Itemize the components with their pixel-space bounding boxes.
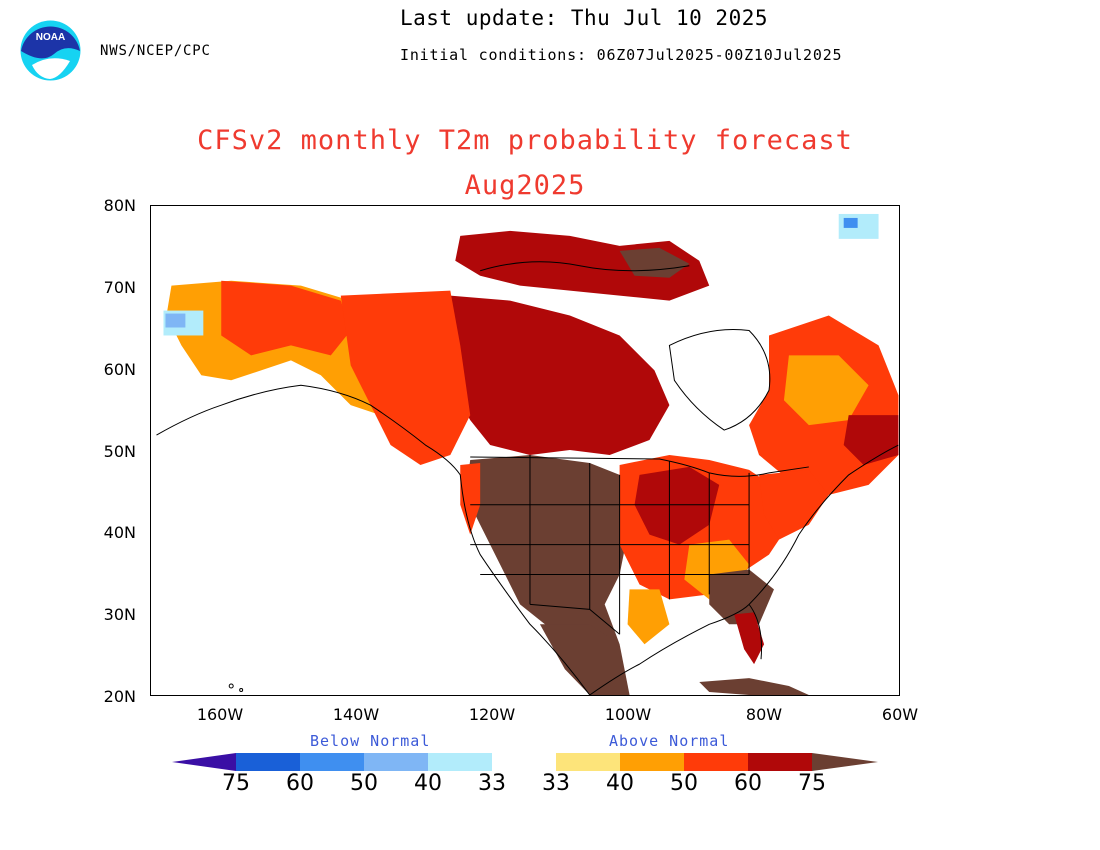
legend-value-below-75: 75 bbox=[222, 771, 250, 796]
map-region-brown-southeast-us bbox=[709, 569, 774, 625]
map-region-dark-red-central-us bbox=[634, 466, 720, 545]
lat-label-30n: 30N bbox=[103, 605, 136, 624]
legend-swatch-near-normal bbox=[492, 753, 556, 771]
lon-label-60w: 60W bbox=[881, 705, 919, 724]
legend-swatch-below-50 bbox=[300, 753, 364, 771]
lon-label-100w: 100W bbox=[604, 705, 652, 724]
legend-swatch-below-33 bbox=[428, 753, 492, 771]
map-region-blue-alaska bbox=[165, 313, 186, 328]
legend-swatch-above-75 bbox=[812, 753, 878, 771]
legend-swatch-below-60 bbox=[236, 753, 300, 771]
lat-label-70n: 70N bbox=[103, 278, 136, 297]
forecast-map-canvas bbox=[156, 213, 899, 695]
forecast-map bbox=[150, 205, 900, 696]
legend-value-above-33: 33 bbox=[542, 771, 570, 796]
legend-swatch-above-40 bbox=[620, 753, 684, 771]
legend-value-below-50: 50 bbox=[350, 771, 378, 796]
coastlines bbox=[156, 261, 899, 695]
legend-value-below-60: 60 bbox=[286, 771, 314, 796]
map-region-blue-ne bbox=[843, 217, 858, 228]
legend-above-normal-label: Above Normal bbox=[609, 732, 730, 750]
map-region-dark-red bbox=[430, 295, 670, 455]
legend-colorbar bbox=[172, 753, 878, 771]
legend-value-below-40: 40 bbox=[414, 771, 442, 796]
map-region-gulf-orange bbox=[627, 589, 670, 645]
initial-conditions-text: Initial conditions: 06Z07Jul2025-00Z10Ju… bbox=[400, 46, 843, 64]
lon-label-120w: 120W bbox=[468, 705, 516, 724]
noaa-logo-icon: NOAA bbox=[20, 20, 81, 81]
legend-value-above-75: 75 bbox=[798, 771, 826, 796]
lat-label-20n: 20N bbox=[103, 687, 136, 706]
chart-subtitle-month: Aug2025 bbox=[464, 170, 586, 201]
map-region-red-alaska bbox=[221, 280, 351, 356]
lon-label-140w: 140W bbox=[332, 705, 380, 724]
legend-value-above-40: 40 bbox=[606, 771, 634, 796]
lat-label-60n: 60N bbox=[103, 360, 136, 379]
legend-value-above-60: 60 bbox=[734, 771, 762, 796]
lon-label-80w: 80W bbox=[745, 705, 783, 724]
map-region-brown-mexico bbox=[539, 624, 630, 695]
chart-title: CFSv2 monthly T2m probability forecast bbox=[197, 125, 853, 156]
lat-label-80n: 80N bbox=[103, 196, 136, 215]
lat-label-40n: 40N bbox=[103, 523, 136, 542]
agency-label: NWS/NCEP/CPC bbox=[100, 43, 211, 59]
legend-swatch-below-40 bbox=[364, 753, 428, 771]
legend-swatch-above-33 bbox=[556, 753, 620, 771]
map-region-cuba bbox=[699, 678, 809, 695]
legend-swatch-above-60 bbox=[748, 753, 812, 771]
map-island-hawaii-2 bbox=[239, 688, 244, 693]
map-region-orange-east-canada bbox=[783, 355, 869, 426]
political-borders bbox=[470, 454, 809, 635]
legend-value-below-33: 33 bbox=[478, 771, 506, 796]
legend-below-normal-label: Below Normal bbox=[310, 732, 431, 750]
map-region-red-canada-west bbox=[340, 290, 471, 465]
lat-label-50n: 50N bbox=[103, 442, 136, 461]
legend-swatch-below-75 bbox=[172, 753, 236, 771]
svg-text:NOAA: NOAA bbox=[36, 32, 65, 43]
legend-swatch-above-50 bbox=[684, 753, 748, 771]
noaa-logo: NOAA bbox=[20, 20, 81, 81]
map-region-hudson-bay bbox=[669, 325, 774, 431]
map-region-florida bbox=[734, 612, 765, 665]
lon-label-160w: 160W bbox=[196, 705, 244, 724]
last-update-text: Last update: Thu Jul 10 2025 bbox=[400, 6, 769, 30]
map-region-northeast-us bbox=[759, 469, 829, 540]
map-island-hawaii bbox=[228, 683, 234, 689]
map-region-pacific-coast bbox=[460, 462, 481, 535]
legend-value-above-50: 50 bbox=[670, 771, 698, 796]
